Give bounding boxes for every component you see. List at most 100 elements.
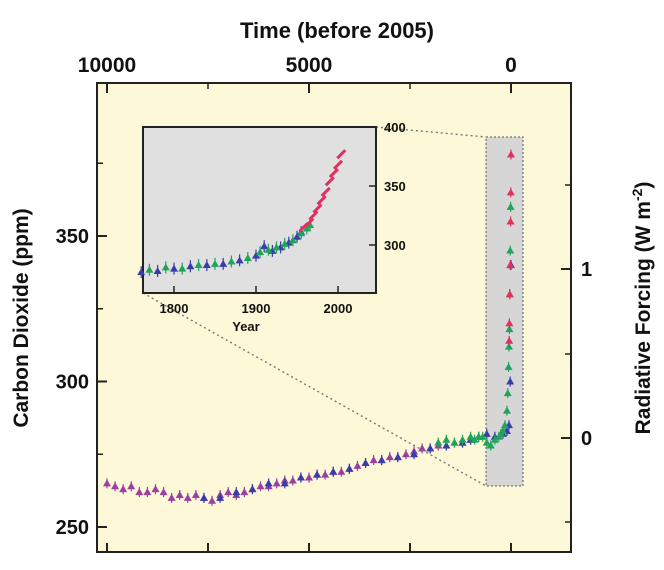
inset-data-point: [308, 210, 319, 221]
data-point: [442, 435, 451, 443]
inset-data-point: [293, 232, 301, 240]
inset-data-point: [186, 262, 195, 270]
inset-x-tick-label: 1800: [160, 301, 189, 316]
data-point: [143, 488, 152, 496]
data-point: [401, 450, 410, 458]
data-point: [232, 488, 241, 496]
inset-data-point: [324, 176, 335, 187]
inset-data-point: [252, 251, 260, 259]
data-point: [208, 496, 217, 504]
data-point: [191, 490, 200, 498]
inset-data-point: [256, 248, 265, 256]
left-axis-title: Carbon Dioxide (ppm): [10, 208, 33, 427]
data-point: [506, 261, 515, 269]
data-point: [450, 438, 459, 446]
inset-data-point: [137, 268, 146, 276]
right-axis-tick-label: 1: [581, 259, 592, 281]
data-point: [466, 432, 475, 440]
data-point: [313, 470, 322, 478]
data-point: [505, 325, 514, 333]
inset-data-point: [328, 167, 339, 179]
inset-data-point: [235, 256, 244, 264]
data-point: [410, 450, 419, 458]
data-point: [167, 493, 176, 501]
inset-data-point: [219, 259, 228, 267]
data-point: [296, 473, 305, 481]
data-point: [377, 456, 386, 464]
data-point: [264, 479, 273, 487]
right-axis-title-main: Radiative Forcing (W m: [632, 201, 655, 434]
data-point: [490, 435, 499, 443]
data-point: [361, 458, 370, 466]
data-point: [103, 479, 111, 487]
data-point: [500, 421, 509, 429]
data-point: [504, 362, 513, 370]
right-axis-title-close: ): [632, 182, 655, 189]
data-point: [502, 406, 511, 414]
data-point: [329, 467, 338, 475]
inset-connector-top: [375, 126, 487, 138]
data-point: [111, 482, 120, 490]
inset-data-point: [243, 253, 252, 261]
inset-data-point: [320, 186, 331, 197]
right-axis-tick-label: 0: [581, 428, 592, 450]
top-axis-title: Time (before 2005): [240, 18, 434, 43]
data-point: [240, 488, 249, 496]
right-axis-title: Radiative Forcing (W m-2): [629, 182, 655, 435]
data-point: [151, 485, 160, 493]
data-point: [337, 467, 346, 475]
inset-connector-bottom: [142, 292, 487, 487]
data-point: [442, 441, 451, 449]
data-point: [486, 441, 495, 449]
data-point: [369, 456, 378, 464]
data-point: [434, 438, 443, 446]
data-point: [305, 473, 313, 481]
data-point: [507, 150, 515, 158]
inset-x-tick-label: 2000: [324, 301, 353, 316]
inset-data-point: [302, 224, 311, 232]
data-point: [280, 479, 289, 487]
data-point: [470, 435, 479, 443]
inset-y-tick-label: 350: [384, 179, 406, 194]
data-point: [506, 377, 515, 385]
inset-data-point: [211, 259, 219, 267]
main-axes: 10000 5000 0 250 300 350 0 1: [56, 54, 592, 552]
data-point: [199, 493, 208, 501]
inset-data-point: [260, 242, 269, 250]
inset-data-point: [272, 243, 281, 251]
data-point: [288, 476, 297, 484]
inset-data-point: [304, 217, 315, 228]
inset-data-point: [194, 261, 203, 269]
data-point: [458, 435, 467, 443]
inset-data-point: [227, 257, 236, 265]
data-point: [478, 432, 487, 440]
inset-data-point: [264, 245, 273, 253]
inset-y-tick-label: 400: [384, 120, 406, 135]
top-axis-tick-label: 10000: [78, 54, 136, 77]
data-point: [393, 453, 402, 461]
data-point: [321, 470, 330, 478]
inset-data-point: [145, 265, 154, 273]
left-axis-tick-label: 350: [56, 226, 89, 248]
inset-data-point: [312, 203, 323, 214]
data-point: [504, 342, 513, 350]
inset-y-tick-label: 300: [384, 238, 406, 253]
data-point: [272, 479, 281, 487]
data-point: [498, 426, 507, 434]
data-point: [385, 453, 394, 461]
inset-data-point: [170, 264, 178, 272]
inset-data-point: [153, 266, 162, 274]
data-point: [426, 444, 435, 452]
data-point: [506, 246, 515, 254]
data-point: [506, 217, 515, 225]
inset-series-points: [137, 149, 347, 279]
inset-data-point: [297, 229, 306, 237]
inset-data-point: [202, 261, 211, 269]
inset-plot-area: [142, 126, 377, 294]
data-point: [506, 188, 515, 196]
data-point: [159, 488, 168, 496]
inset-data-point: [306, 220, 315, 228]
data-point: [127, 482, 136, 490]
inset-data-point: [316, 195, 327, 206]
